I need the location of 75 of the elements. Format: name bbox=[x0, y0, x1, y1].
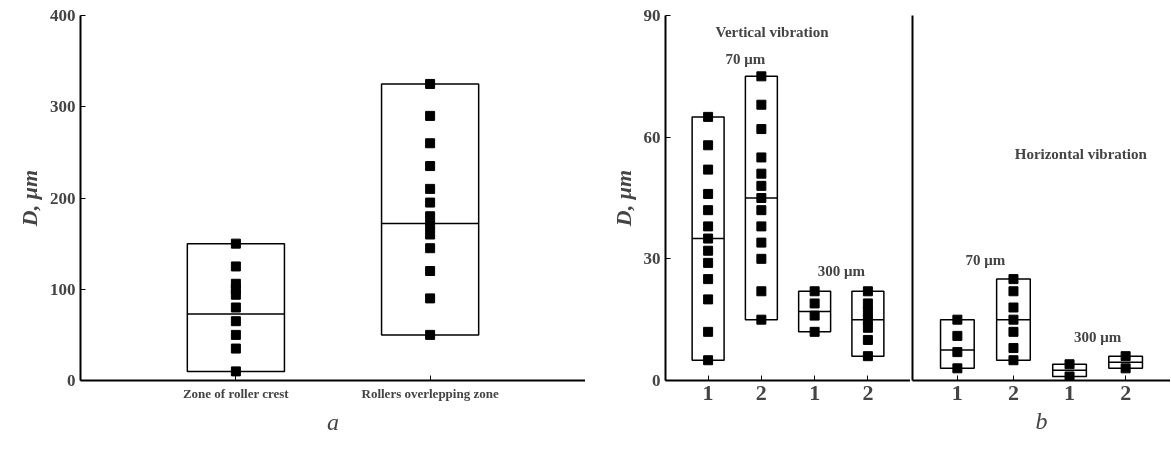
y-axis-title: D, μm bbox=[17, 169, 42, 228]
y-tick-label: 30 bbox=[643, 249, 661, 269]
x-axis-title: b bbox=[1035, 407, 1048, 434]
point bbox=[809, 286, 820, 297]
point bbox=[703, 257, 714, 268]
annotation: Horizontal vibration bbox=[1014, 146, 1148, 163]
x-tick-label: 1 bbox=[1064, 379, 1076, 405]
y-tick-label: 200 bbox=[50, 188, 76, 208]
x-tick-label: 2 bbox=[1007, 379, 1019, 405]
x-tick-label: Zone of roller crest bbox=[182, 385, 290, 401]
point bbox=[703, 111, 714, 122]
point bbox=[756, 124, 767, 135]
y-tick-label: 100 bbox=[50, 279, 76, 299]
y-tick-label: 300 bbox=[50, 97, 76, 117]
point bbox=[862, 351, 873, 362]
point bbox=[756, 286, 767, 297]
x-tick-label: 2 bbox=[755, 379, 767, 405]
annotation: 70 μm bbox=[725, 51, 766, 68]
point bbox=[703, 233, 714, 244]
point bbox=[756, 205, 767, 216]
point bbox=[862, 286, 873, 297]
point bbox=[1064, 359, 1075, 370]
point bbox=[703, 221, 714, 232]
x-tick-label: Rollers overlepping zone bbox=[361, 385, 499, 401]
point bbox=[952, 347, 963, 358]
y-tick-label: 60 bbox=[643, 127, 661, 147]
point bbox=[809, 326, 820, 337]
x-tick-label: 1 bbox=[702, 379, 714, 405]
point bbox=[756, 152, 767, 163]
point bbox=[703, 274, 714, 285]
point bbox=[862, 334, 873, 345]
x-tick-label: 2 bbox=[1120, 379, 1132, 405]
point bbox=[1008, 314, 1019, 325]
point bbox=[1008, 286, 1019, 297]
annotation: 70 μm bbox=[965, 252, 1006, 269]
annotation: 300 μm bbox=[817, 263, 866, 279]
point bbox=[756, 237, 767, 248]
point bbox=[756, 193, 767, 203]
point bbox=[703, 205, 714, 216]
point bbox=[952, 314, 963, 325]
y-tick-label: 0 bbox=[652, 371, 661, 390]
point bbox=[1008, 343, 1019, 354]
point bbox=[862, 322, 873, 333]
point bbox=[1008, 355, 1019, 366]
point bbox=[756, 180, 767, 191]
point bbox=[703, 188, 714, 199]
x-tick-label: 2 bbox=[862, 379, 874, 405]
point bbox=[703, 164, 714, 175]
point bbox=[1008, 302, 1019, 313]
point bbox=[1008, 326, 1019, 337]
point bbox=[952, 330, 963, 341]
point bbox=[756, 168, 767, 179]
point bbox=[703, 245, 714, 256]
y-tick-label: 400 bbox=[50, 6, 76, 25]
x-tick-label: 1 bbox=[809, 379, 821, 405]
point bbox=[703, 294, 714, 305]
x-tick-label: 1 bbox=[951, 379, 963, 405]
point bbox=[703, 355, 714, 366]
annotation: 300 μm bbox=[1073, 328, 1122, 345]
point bbox=[756, 253, 767, 264]
point bbox=[952, 363, 963, 374]
point bbox=[756, 99, 767, 110]
y-tick-label: 90 bbox=[643, 6, 661, 25]
point bbox=[756, 221, 767, 232]
y-axis-title: D, μm bbox=[610, 169, 636, 228]
point bbox=[809, 298, 820, 309]
point bbox=[1008, 274, 1019, 285]
point bbox=[703, 326, 714, 337]
point bbox=[756, 71, 767, 82]
annotation: Vertical vibration bbox=[715, 23, 830, 40]
point bbox=[756, 314, 767, 325]
point bbox=[1120, 363, 1131, 374]
x-axis-title: a bbox=[327, 408, 339, 435]
point bbox=[703, 140, 714, 151]
y-tick-label: 0 bbox=[67, 371, 76, 390]
